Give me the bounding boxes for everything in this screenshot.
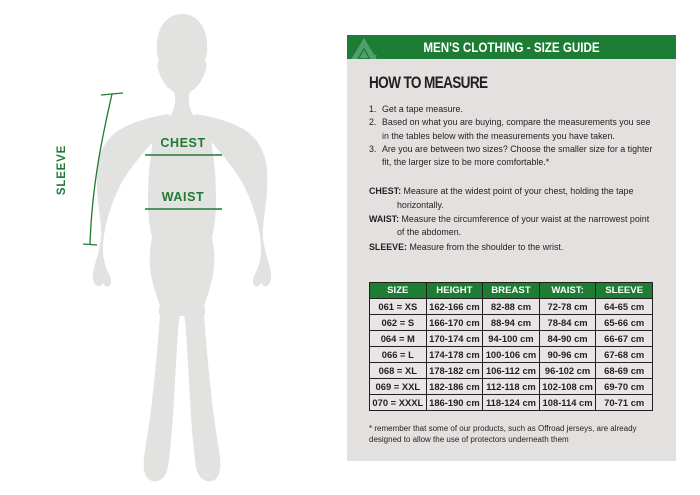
svg-text:WAIST: WAIST — [162, 190, 205, 204]
svg-text:SLEEVE: SLEEVE — [56, 145, 68, 195]
svg-text:CHEST: CHEST — [160, 136, 205, 150]
